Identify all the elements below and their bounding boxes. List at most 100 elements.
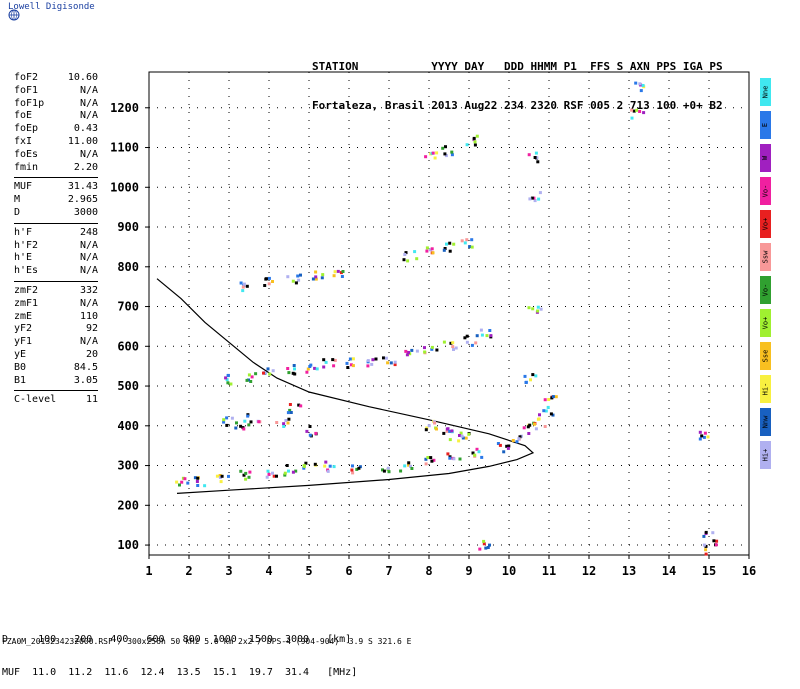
echo-point: [535, 156, 539, 160]
param-label: foEp: [14, 123, 39, 135]
echo-point: [264, 277, 268, 281]
echo-point: [523, 374, 527, 378]
echo-point: [704, 544, 708, 548]
echo-point: [432, 458, 436, 462]
muf-table-muf-row: MUF 11.0 11.2 11.6 12.4 13.5 15.1 19.7 3…: [2, 667, 358, 678]
echo-point: [638, 110, 642, 113]
param-label: MUF: [14, 181, 33, 193]
echo-point: [470, 343, 474, 347]
echo-point: [271, 471, 274, 475]
y-tick-label: 300: [117, 459, 139, 473]
echo-point: [393, 360, 397, 364]
echo-point: [323, 464, 327, 468]
param-row: h'F 248: [14, 227, 98, 240]
echo-point: [382, 469, 386, 473]
echo-point: [267, 473, 271, 476]
echo-point: [224, 376, 228, 380]
echo-point: [702, 435, 706, 439]
echo-point: [271, 280, 274, 283]
echo-point: [470, 238, 474, 242]
param-value: 11: [85, 394, 98, 406]
echo-point: [442, 340, 446, 344]
echo-point: [299, 404, 303, 408]
muf-table-distance-row: D 100 200 400 600 800 1000 1500 3000 [km…: [2, 634, 352, 645]
echo-point: [435, 151, 439, 155]
param-row: zmE 110: [14, 311, 98, 324]
y-tick-label: 1100: [110, 141, 139, 155]
echo-point: [297, 278, 301, 282]
x-tick-label: 1: [145, 564, 152, 578]
echo-point: [450, 429, 454, 433]
echo-point: [225, 378, 229, 382]
param-label: h'E: [14, 252, 33, 264]
echo-point: [486, 546, 490, 549]
param-row: zmF2 332: [14, 285, 98, 298]
echo-point: [415, 257, 419, 261]
echo-point: [482, 539, 486, 543]
echo-point: [522, 426, 526, 430]
legend-swatch: Vo-: [760, 177, 771, 205]
echo-point: [348, 357, 352, 361]
echo-point: [305, 429, 309, 433]
echo-point: [326, 469, 330, 473]
echo-point: [464, 436, 468, 440]
echo-point: [478, 547, 482, 551]
echo-point: [430, 347, 434, 351]
x-tick-label: 12: [582, 564, 596, 578]
echo-point: [538, 191, 542, 195]
echo-point: [704, 552, 708, 556]
echo-point: [332, 364, 336, 368]
echo-point: [537, 197, 541, 201]
echo-point: [480, 455, 484, 459]
echo-point: [225, 416, 229, 420]
param-label: zmF1: [14, 297, 39, 309]
param-value: 110: [79, 310, 98, 322]
param-label: h'F: [14, 226, 33, 238]
echo-point: [371, 358, 375, 362]
x-tick-label: 11: [542, 564, 556, 578]
echo-point: [473, 140, 477, 144]
echo-point: [475, 334, 479, 338]
echo-point: [632, 109, 636, 113]
echo-point: [465, 238, 469, 242]
echo-point: [430, 247, 434, 251]
echo-point: [477, 450, 481, 454]
echo-point: [443, 152, 447, 156]
echo-point: [698, 430, 702, 434]
param-separator: [14, 390, 98, 392]
echo-point: [475, 447, 479, 451]
echo-point: [423, 350, 427, 354]
echo-point: [332, 465, 336, 469]
echo-point: [641, 84, 645, 87]
echo-point: [234, 426, 238, 430]
echo-point: [407, 351, 410, 354]
echo-point: [291, 279, 295, 283]
echo-point: [451, 341, 455, 345]
legend-label: Nnw: [761, 415, 770, 429]
echo-point: [287, 469, 290, 473]
legend-label: Hi-: [761, 382, 770, 396]
echo-point: [528, 423, 532, 427]
legend-swatch: Sse: [760, 342, 771, 370]
echo-point: [287, 417, 291, 421]
echo-point: [431, 151, 435, 155]
y-tick-label: 1000: [110, 180, 139, 194]
param-value: N/A: [79, 252, 98, 264]
echo-point: [384, 356, 388, 360]
echo-point: [254, 372, 258, 376]
echo-point: [415, 349, 419, 353]
echo-point: [524, 381, 528, 384]
echo-point: [706, 435, 710, 439]
echo-point: [220, 474, 224, 478]
legend-swatch: Vo-: [760, 276, 771, 304]
echo-point: [630, 116, 634, 120]
echo-point: [288, 408, 292, 412]
echo-point: [461, 436, 465, 440]
echo-point: [340, 275, 344, 278]
echo-point: [442, 248, 446, 252]
echo-point: [463, 336, 467, 340]
echo-point: [465, 143, 469, 147]
echo-point: [324, 360, 328, 364]
echo-point: [423, 346, 426, 350]
param-value: 332: [79, 284, 98, 296]
